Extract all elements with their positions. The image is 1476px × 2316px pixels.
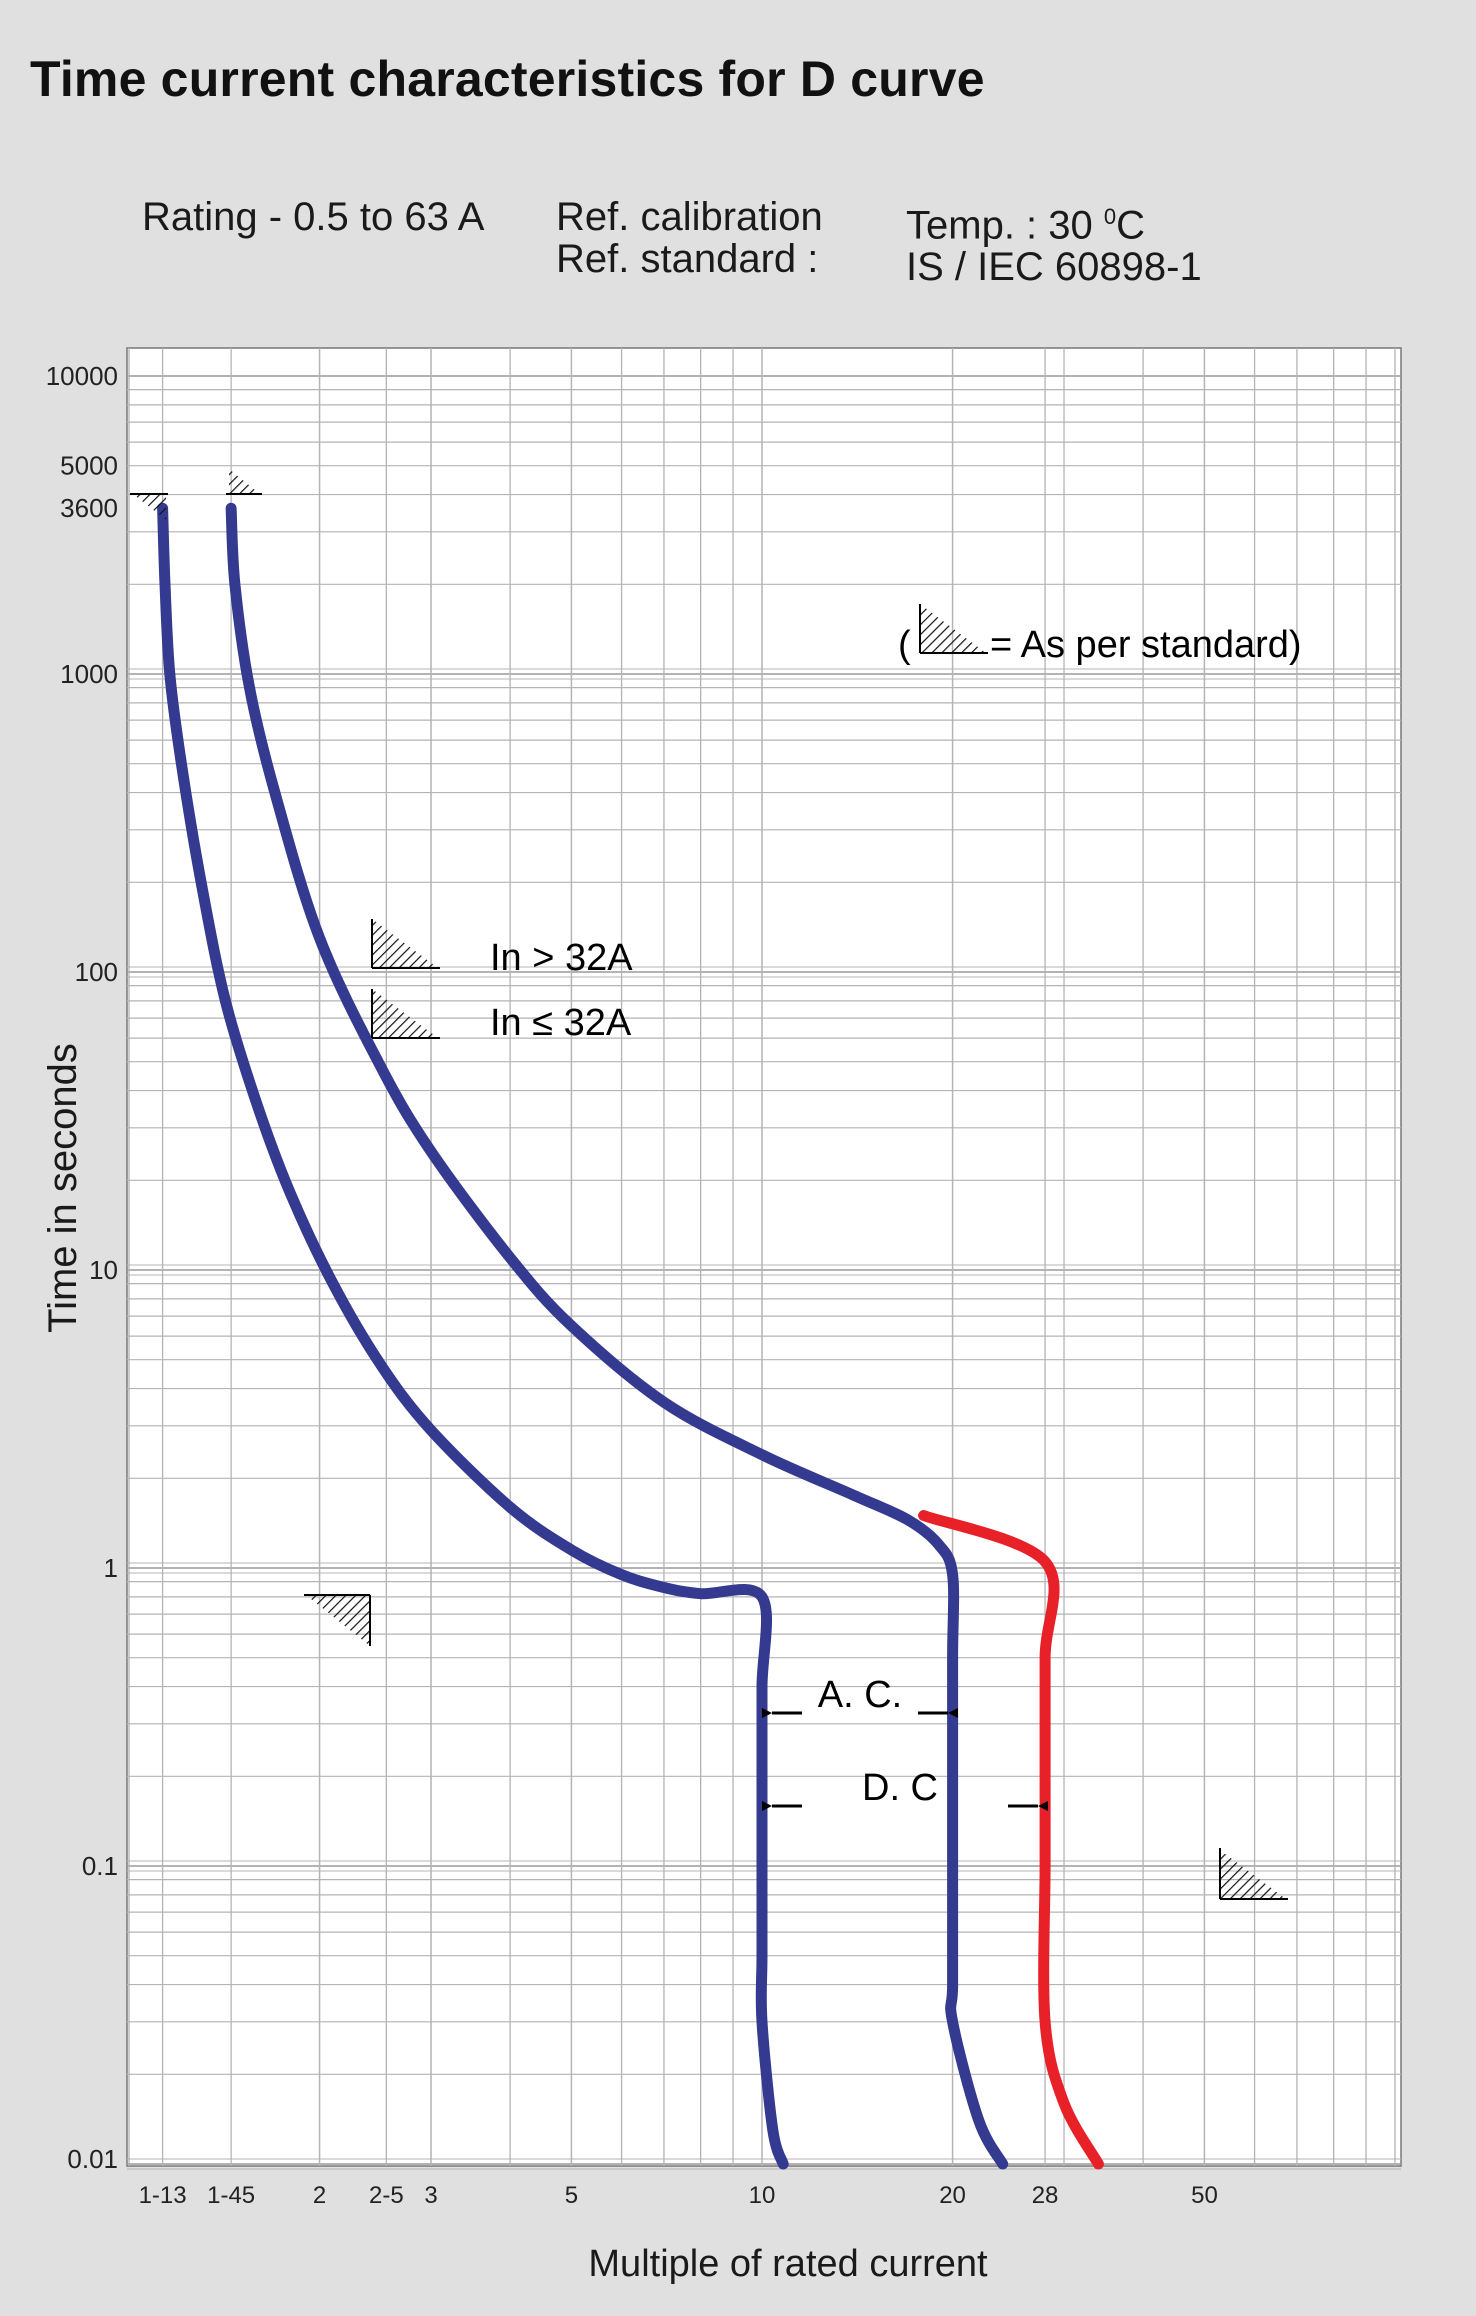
x-axis-label: Multiple of rated current <box>588 2243 988 2285</box>
annotation-hatch-icon-le32 <box>372 989 438 1038</box>
x-tick-label: 2 <box>313 2182 326 2209</box>
y-tick-label: 1 <box>104 1553 118 1583</box>
ref-calibration-label: Ref. calibration <box>556 195 823 239</box>
rating-annotations: In > 32A In ≤ 32A <box>371 919 633 1044</box>
dc-label: D. C <box>862 1767 938 1809</box>
x-tick-label: 2-5 <box>369 2182 404 2209</box>
y-tick-label: 0.01 <box>67 2144 118 2174</box>
standard-name: IS / IEC 60898-1 <box>906 245 1202 290</box>
series-line-2 <box>225 502 1009 2170</box>
hatch-marker-3600-left <box>133 494 166 520</box>
rating-label: Rating - 0.5 to 63 A <box>142 195 485 239</box>
rating-text: Rating - 0.5 to 63 A <box>142 196 484 238</box>
temperature-unit: C <box>1116 203 1146 248</box>
grid <box>127 348 1401 2170</box>
series-group <box>157 502 1104 2170</box>
x-tick-label: 3 <box>424 2182 437 2209</box>
standard-zone-markers <box>130 469 1288 1900</box>
y-tick-label: 100 <box>75 957 118 987</box>
x-tick-label: 50 <box>1191 2182 1218 2209</box>
y-tick-label: 0.1 <box>82 1851 118 1881</box>
hatch-marker-0-1s <box>1220 1850 1286 1899</box>
x-tick-label: 5 <box>565 2182 578 2209</box>
x-tick-label: 28 <box>1032 2182 1059 2209</box>
y-tick-label: 10000 <box>46 361 118 391</box>
tick-labels: 1-13 1-45 2 2-5 3 5 10 20 28 50 10000 5000 3600 1000 1… <box>46 361 1218 2209</box>
y-tick-label: 10 <box>89 1255 118 1285</box>
legend-open-paren: ( <box>898 624 911 666</box>
legend-text: = As per standard) <box>990 624 1302 666</box>
y-tick-label: 3600 <box>60 493 118 523</box>
band-annotations: A. C. D. C <box>762 1674 1048 1811</box>
hatch-marker-1s <box>306 1595 370 1646</box>
y-tick-label: 5000 <box>60 451 118 481</box>
x-tick-label: 10 <box>749 2182 776 2209</box>
ac-label: A. C. <box>818 1674 902 1716</box>
y-axis-label: Time in seconds <box>41 1043 85 1333</box>
chart-title: Time current characteristics for D curve <box>30 51 985 107</box>
degree-sup: 0 <box>1103 204 1117 229</box>
x-tick-label: 1-45 <box>207 2182 255 2209</box>
annotation-in-le-32a: In ≤ 32A <box>490 1002 632 1044</box>
x-tick-label: 20 <box>939 2182 966 2209</box>
reference-block: Ref. calibration Ref. standard : <box>556 196 823 280</box>
x-tick-label: 1-13 <box>139 2182 187 2209</box>
temperature-prefix: Temp. : 30 <box>906 203 1104 248</box>
legend-hatch-icon <box>920 604 986 653</box>
series-line-1 <box>157 502 789 2170</box>
annotation-hatch-icon-gt32 <box>372 919 438 968</box>
series-line-3 <box>918 1510 1104 2170</box>
ref-standard-label: Ref. standard : <box>556 237 819 281</box>
y-tick-label: 1000 <box>60 659 118 689</box>
temperature-block: Temp. : 30 0C IS / IEC 60898-1 <box>906 196 1202 288</box>
hatch-marker-3600-right <box>229 469 260 494</box>
legend: ( = As per standard) <box>898 604 1302 666</box>
annotation-in-gt-32a: In > 32A <box>490 937 633 979</box>
temperature-label: Temp. : 30 0C <box>906 196 1202 246</box>
